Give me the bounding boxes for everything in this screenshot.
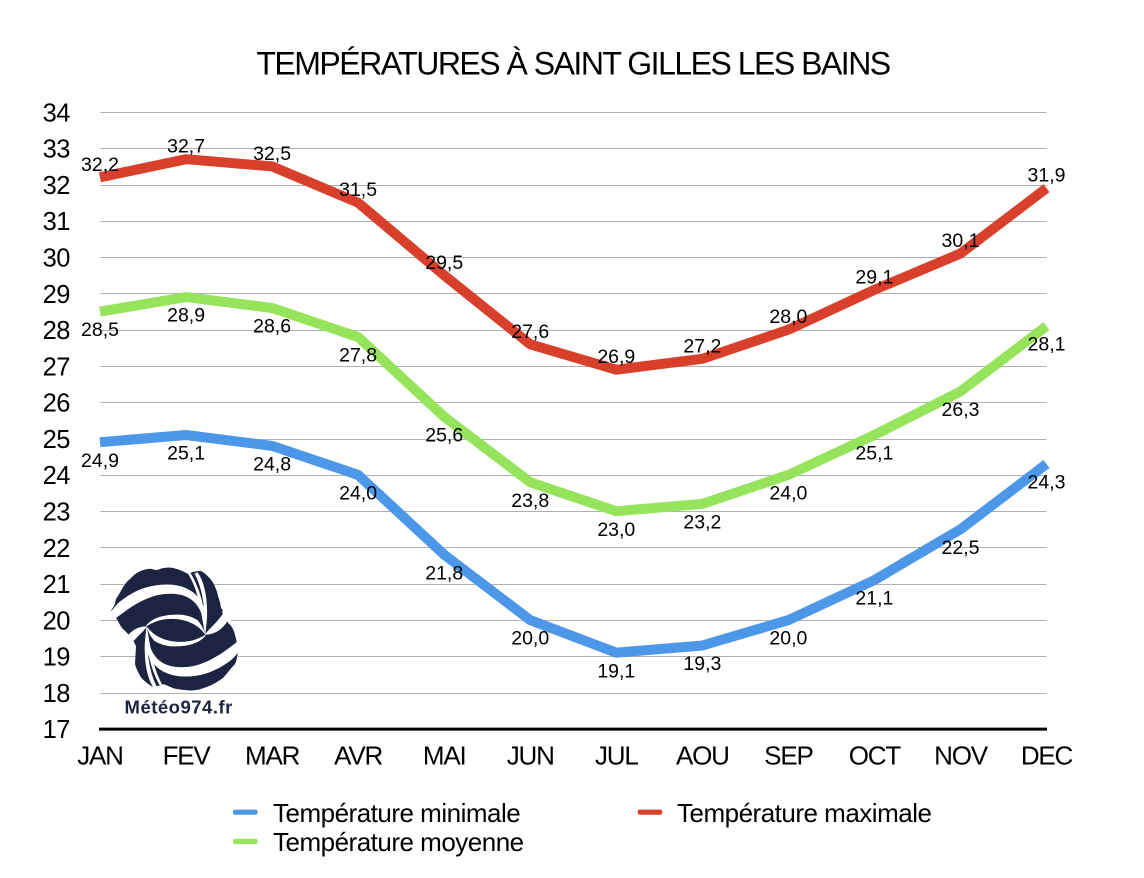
svg-text:19,1: 19,1 <box>597 660 635 682</box>
svg-text:20,0: 20,0 <box>769 628 807 650</box>
svg-text:20: 20 <box>43 607 71 635</box>
svg-text:OCT: OCT <box>849 741 902 771</box>
svg-text:23,8: 23,8 <box>511 490 549 512</box>
svg-text:33: 33 <box>43 136 71 164</box>
svg-text:30: 30 <box>43 245 71 273</box>
svg-text:JUL: JUL <box>595 741 638 771</box>
svg-text:Météo974.fr: Météo974.fr <box>125 697 233 718</box>
svg-text:27,2: 27,2 <box>683 335 721 357</box>
svg-text:28,1: 28,1 <box>1028 334 1066 356</box>
svg-text:DEC: DEC <box>1021 741 1073 771</box>
svg-text:27,6: 27,6 <box>511 321 549 343</box>
svg-text:24: 24 <box>43 462 71 490</box>
svg-text:27,8: 27,8 <box>339 345 377 367</box>
svg-text:25,6: 25,6 <box>425 424 463 446</box>
svg-text:FEV: FEV <box>163 741 212 771</box>
svg-text:JAN: JAN <box>77 741 123 771</box>
svg-text:MAR: MAR <box>245 741 300 771</box>
svg-text:19,3: 19,3 <box>683 653 721 675</box>
svg-text:32,5: 32,5 <box>253 143 291 165</box>
svg-text:29: 29 <box>43 281 70 309</box>
svg-text:32,2: 32,2 <box>81 154 119 176</box>
svg-text:28: 28 <box>43 317 71 345</box>
svg-text:18: 18 <box>43 680 71 708</box>
svg-text:27: 27 <box>43 353 70 381</box>
svg-text:32: 32 <box>43 172 70 200</box>
svg-text:SEP: SEP <box>764 741 812 771</box>
svg-text:28,9: 28,9 <box>167 305 205 327</box>
svg-text:29,1: 29,1 <box>855 266 893 288</box>
svg-text:23,0: 23,0 <box>597 519 635 541</box>
svg-text:24,9: 24,9 <box>81 450 119 472</box>
svg-text:28,5: 28,5 <box>81 319 119 341</box>
svg-text:17: 17 <box>43 716 70 744</box>
svg-text:25,1: 25,1 <box>855 443 893 465</box>
svg-text:26: 26 <box>43 390 71 418</box>
svg-text:Température minimale: Température minimale <box>273 798 520 828</box>
svg-text:28,6: 28,6 <box>253 316 291 338</box>
svg-text:25,1: 25,1 <box>167 443 205 465</box>
svg-text:23,2: 23,2 <box>683 512 721 534</box>
svg-text:21,1: 21,1 <box>855 588 893 610</box>
svg-text:21,8: 21,8 <box>425 562 463 584</box>
svg-text:24,0: 24,0 <box>769 483 807 505</box>
svg-text:32,7: 32,7 <box>167 136 205 158</box>
svg-text:24,0: 24,0 <box>339 483 377 505</box>
svg-text:31,9: 31,9 <box>1028 165 1066 187</box>
svg-text:31,5: 31,5 <box>339 179 377 201</box>
svg-text:AVR: AVR <box>334 741 382 771</box>
svg-text:20,0: 20,0 <box>511 628 549 650</box>
svg-text:28,0: 28,0 <box>769 306 807 328</box>
svg-text:25: 25 <box>43 426 71 454</box>
svg-text:TEMPÉRATURES À SAINT GILLES LE: TEMPÉRATURES À SAINT GILLES LES BAINS <box>256 46 889 82</box>
svg-text:34: 34 <box>43 99 71 127</box>
svg-text:MAI: MAI <box>423 741 466 771</box>
svg-text:AOU: AOU <box>676 741 729 771</box>
svg-text:24,8: 24,8 <box>253 454 291 476</box>
svg-text:Température moyenne: Température moyenne <box>273 827 524 857</box>
svg-text:19: 19 <box>43 644 70 672</box>
svg-text:30,1: 30,1 <box>942 230 980 252</box>
svg-text:31: 31 <box>43 208 70 236</box>
svg-text:Température maximale: Température maximale <box>677 798 931 828</box>
svg-text:22: 22 <box>43 535 70 563</box>
svg-text:26,9: 26,9 <box>597 346 635 368</box>
svg-text:JUN: JUN <box>507 741 554 771</box>
svg-text:22,5: 22,5 <box>942 537 980 559</box>
svg-text:23: 23 <box>43 499 71 527</box>
svg-text:24,3: 24,3 <box>1028 472 1066 494</box>
svg-text:29,5: 29,5 <box>425 252 463 274</box>
svg-text:NOV: NOV <box>934 741 989 771</box>
svg-text:26,3: 26,3 <box>942 399 980 421</box>
svg-text:21: 21 <box>43 571 70 599</box>
